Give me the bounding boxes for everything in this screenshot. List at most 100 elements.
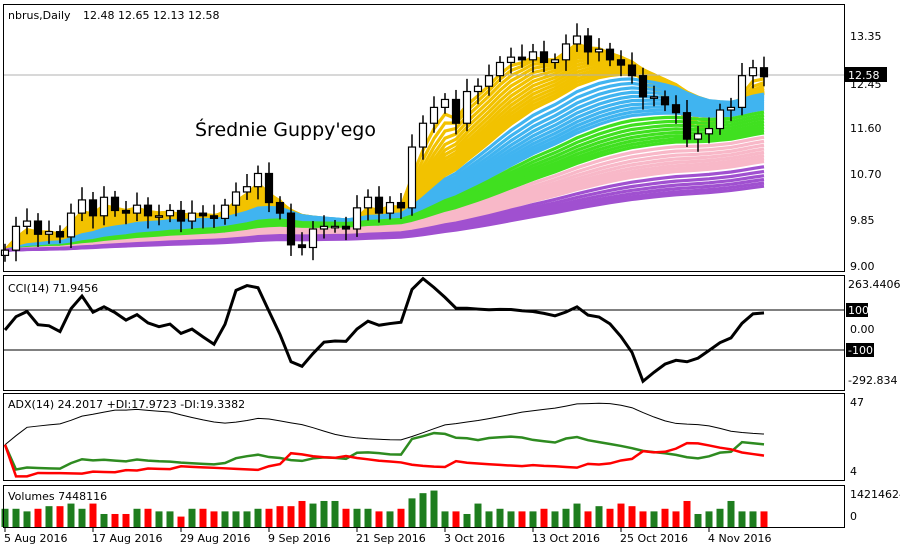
candle xyxy=(44,220,54,244)
volume-bar xyxy=(727,500,735,527)
candle xyxy=(319,215,329,239)
candle xyxy=(352,195,362,237)
candle xyxy=(0,243,10,262)
candle xyxy=(66,203,76,249)
candle-body xyxy=(759,67,769,78)
volume-bar xyxy=(1,508,9,527)
candle-body xyxy=(264,172,274,204)
candle-body xyxy=(22,220,32,227)
candle xyxy=(572,23,582,52)
candle xyxy=(176,200,186,233)
candle-body xyxy=(374,196,384,214)
current-price-box xyxy=(845,67,887,82)
candle-body xyxy=(341,225,351,230)
date-label: 29 Aug 2016 xyxy=(180,532,250,545)
candle xyxy=(649,85,659,107)
candle-body xyxy=(671,104,681,114)
volume-bar xyxy=(551,511,559,527)
volume-bar xyxy=(331,500,339,527)
candle xyxy=(462,78,472,132)
volume-bar xyxy=(133,508,141,527)
volume-bar xyxy=(298,500,306,527)
candle-body xyxy=(385,201,395,214)
candle xyxy=(583,28,593,65)
candle xyxy=(605,42,615,67)
candle-body xyxy=(484,75,494,87)
cci-tick: 100 xyxy=(848,304,869,317)
volume-bar xyxy=(34,508,42,527)
candle-body xyxy=(231,191,241,206)
candle-body xyxy=(715,109,725,130)
candle xyxy=(88,191,98,229)
volume-bar xyxy=(650,511,658,527)
candle xyxy=(286,203,296,256)
candle-body xyxy=(550,59,560,64)
candle-body xyxy=(407,146,417,209)
candle xyxy=(671,95,681,124)
cci-panel-frame xyxy=(3,275,845,391)
candle-body xyxy=(616,59,626,66)
candle xyxy=(253,165,263,200)
candle-body xyxy=(583,35,593,53)
volume-bar xyxy=(166,511,174,527)
candle xyxy=(737,62,747,116)
volume-bar xyxy=(760,511,768,527)
candle-body xyxy=(528,51,538,61)
candle xyxy=(374,186,384,223)
adx-tick: 47 xyxy=(850,396,864,409)
candle xyxy=(418,115,428,160)
candle-body xyxy=(187,212,197,222)
candle-body xyxy=(517,56,527,61)
candle xyxy=(330,220,340,233)
candle-body xyxy=(605,48,615,61)
candle-body xyxy=(594,48,604,53)
candle-body xyxy=(627,64,637,77)
candle-body xyxy=(242,186,252,193)
candle xyxy=(638,67,648,110)
cci-tick: 263.4406 xyxy=(848,278,900,291)
date-label: 9 Sep 2016 xyxy=(268,532,331,545)
candle xyxy=(715,103,725,135)
candle-body xyxy=(506,56,516,64)
candle-body xyxy=(198,212,208,217)
candle xyxy=(132,192,142,222)
price-tick: 11.60 xyxy=(850,122,882,135)
volume-bar xyxy=(67,503,75,527)
candle xyxy=(473,78,483,105)
volume-bar xyxy=(144,508,152,527)
cci-line xyxy=(3,276,765,384)
volume-bar xyxy=(23,511,31,527)
volume-bar xyxy=(518,511,526,527)
cci-level-box xyxy=(846,343,874,357)
candle xyxy=(429,96,439,133)
candle xyxy=(231,182,241,217)
volume-bar xyxy=(749,511,757,527)
candle-body xyxy=(726,106,736,111)
candle xyxy=(22,208,32,235)
minus-di-line xyxy=(3,441,765,478)
volume-bar xyxy=(364,508,372,527)
candle-body xyxy=(253,172,263,188)
candle xyxy=(341,216,351,241)
candle-body xyxy=(121,209,131,214)
candles xyxy=(0,23,769,262)
candle xyxy=(220,198,230,225)
volume-bar xyxy=(287,506,295,527)
candle xyxy=(407,134,417,216)
candle xyxy=(110,190,120,217)
candle-body xyxy=(748,67,758,77)
ohlc-label: 12.48 12.65 12.13 12.58 xyxy=(83,9,219,22)
volume-bar xyxy=(485,511,493,527)
price-tick: 9.00 xyxy=(850,260,875,273)
candle-body xyxy=(363,196,373,209)
cci-level-box xyxy=(846,303,868,317)
symbol-label: nbrus,Daily xyxy=(8,9,71,22)
candle xyxy=(165,204,175,223)
candle xyxy=(506,47,516,74)
volume-bar xyxy=(683,500,691,527)
volume-bar xyxy=(507,511,515,527)
date-label: 5 Aug 2016 xyxy=(4,532,67,545)
volume-bar xyxy=(265,508,273,527)
volume-bar xyxy=(694,513,702,527)
candle-body xyxy=(0,249,10,257)
